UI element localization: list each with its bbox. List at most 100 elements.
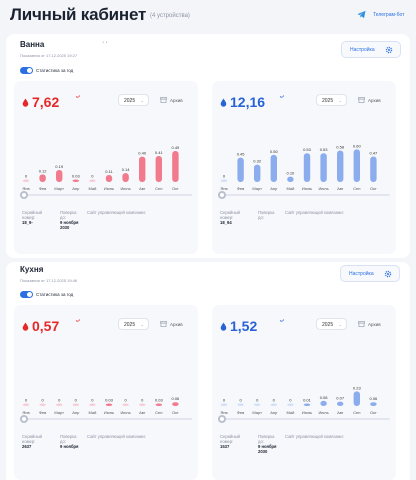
chart-scrollbar[interactable] xyxy=(20,191,192,199)
chart-bar[interactable] xyxy=(72,403,79,407)
month-tick-label: Июль xyxy=(120,186,130,191)
telegram-bot-link[interactable]: Телеграм-бот xyxy=(373,12,405,18)
chevron-down-icon: ⌄ xyxy=(338,98,342,103)
year-select[interactable]: 2025 ⌄ xyxy=(118,94,149,106)
scroll-handle[interactable] xyxy=(20,191,28,199)
settings-button[interactable]: Настройка xyxy=(341,41,401,58)
archive-button[interactable]: Архив xyxy=(157,94,191,106)
chart-bar[interactable] xyxy=(122,403,129,407)
chart-bar[interactable] xyxy=(105,175,113,182)
month-tick-label: Июнь xyxy=(302,186,312,191)
bar-value-label: 0.08 xyxy=(320,395,329,400)
stats-toggle[interactable] xyxy=(20,67,33,74)
chart-bar[interactable] xyxy=(220,403,228,407)
chart-bar[interactable] xyxy=(39,174,46,182)
device-card-vanna: Ванна ·· Показания от 17.12.2025 19:27 Н… xyxy=(6,34,410,258)
verify-value: 9 ноября xyxy=(60,444,79,449)
meter-unit: м³ xyxy=(76,318,81,323)
year-select[interactable]: 2025 ⌄ xyxy=(118,318,149,330)
month-tick-label: Авг xyxy=(337,186,344,191)
chart-bar[interactable] xyxy=(320,400,327,406)
chart-bar[interactable] xyxy=(39,403,46,407)
chart-bar[interactable] xyxy=(22,179,30,183)
chart-bar[interactable] xyxy=(270,403,277,407)
chart-bar[interactable] xyxy=(172,150,179,182)
chart-bar[interactable] xyxy=(122,173,129,182)
page-title: Личный кабинет xyxy=(10,5,147,24)
chart-bar[interactable] xyxy=(56,169,63,182)
month-tick-label: Март xyxy=(54,186,64,191)
month-tick-label: Фев xyxy=(237,410,244,415)
bar-value-label: 0 xyxy=(289,398,292,403)
archive-button[interactable]: Архив xyxy=(355,318,389,330)
month-tick-label: Авг xyxy=(337,410,344,415)
bar-value-label: 0 xyxy=(273,398,276,403)
verify-label: Поверка до: xyxy=(258,210,275,220)
chart-bar[interactable] xyxy=(287,176,294,182)
chart-bar[interactable] xyxy=(353,391,360,406)
bar-value-label: 0.14 xyxy=(122,167,131,172)
archive-button[interactable]: Архив xyxy=(355,94,389,106)
scroll-track xyxy=(24,418,192,420)
chart-bar[interactable] xyxy=(270,154,277,182)
company-site: Сайт управляющей компании: xyxy=(285,434,355,439)
chart-bar[interactable] xyxy=(72,179,79,183)
chart-bar[interactable] xyxy=(370,156,377,182)
water-drop-icon xyxy=(22,322,29,331)
chart-bar[interactable] xyxy=(320,153,327,182)
settings-button[interactable]: Настройка xyxy=(340,265,400,282)
month-tick-label: Апр xyxy=(72,186,80,191)
chart-bar[interactable] xyxy=(155,156,162,182)
bar-value-label: 0.41 xyxy=(155,150,164,155)
serial-label: Серийный номер: xyxy=(220,210,241,220)
chart-bar[interactable] xyxy=(172,402,179,406)
scroll-handle[interactable] xyxy=(20,415,28,423)
bar-value-label: 0 xyxy=(91,398,94,403)
month-tick-label: Окт xyxy=(172,186,179,191)
verify-label: Поверка до: xyxy=(60,434,77,444)
chart-bar[interactable] xyxy=(89,403,96,407)
chart-bar[interactable] xyxy=(303,153,311,182)
chevron-down-icon: ⌄ xyxy=(338,322,342,327)
verify-value: 9 ноября 2030 xyxy=(258,444,277,454)
chart-bar[interactable] xyxy=(370,402,377,406)
bar-value-label: 0.11 xyxy=(105,169,113,174)
chart-bar[interactable] xyxy=(254,164,261,182)
telegram-icon[interactable] xyxy=(357,10,366,19)
chart-scrollbar[interactable] xyxy=(218,191,390,199)
chart-bar[interactable] xyxy=(139,403,146,407)
month-tick-label: Сен xyxy=(155,186,162,191)
chart-bar[interactable] xyxy=(337,401,344,406)
chart-bar[interactable] xyxy=(337,150,344,182)
scroll-handle[interactable] xyxy=(218,191,226,199)
stats-toggle[interactable] xyxy=(20,291,33,298)
chart-bar[interactable] xyxy=(237,157,244,182)
chart-bar[interactable] xyxy=(287,403,294,407)
serial-number: Серийный номер: 18_9- xyxy=(22,210,46,225)
chart-bar[interactable] xyxy=(155,403,162,407)
month-tick-label: Май xyxy=(88,410,96,415)
serial-label: Серийный номер: xyxy=(220,434,241,444)
chart-bar[interactable] xyxy=(139,156,146,182)
chart-bar[interactable] xyxy=(237,403,244,407)
year-select[interactable]: 2025 ⌄ xyxy=(316,318,347,330)
month-tick-label: Июль xyxy=(120,410,130,415)
scroll-handle[interactable] xyxy=(218,415,226,423)
chart-bar[interactable] xyxy=(105,403,113,407)
chart-scrollbar[interactable] xyxy=(218,415,390,423)
company-site: Сайт управляющей компании: xyxy=(87,434,157,439)
chart-scrollbar[interactable] xyxy=(20,415,192,423)
chart-bar[interactable] xyxy=(89,179,96,183)
more-icon[interactable]: ·· xyxy=(102,39,109,46)
chart-bar[interactable] xyxy=(220,179,228,183)
chart-bar[interactable] xyxy=(254,403,261,407)
year-select[interactable]: 2025 ⌄ xyxy=(316,94,347,106)
hot-water-meter: 0,57 м³ 2025 ⌄ Архив 0 Янв 0 Фев 0 Март 0 Апр 0 Май 0.0… xyxy=(14,305,198,480)
chart-bar[interactable] xyxy=(22,403,30,407)
month-tick-label: Март xyxy=(252,410,262,415)
consumption-chart: 0 Янв 0.12 Фев 0.19 Март 0.03 Апр 0 Май 0.11 Июнь 0.… xyxy=(22,145,180,191)
chart-bar[interactable] xyxy=(56,403,63,407)
chart-bar[interactable] xyxy=(303,403,311,407)
chart-bar[interactable] xyxy=(353,149,360,182)
archive-button[interactable]: Архив xyxy=(157,318,191,330)
